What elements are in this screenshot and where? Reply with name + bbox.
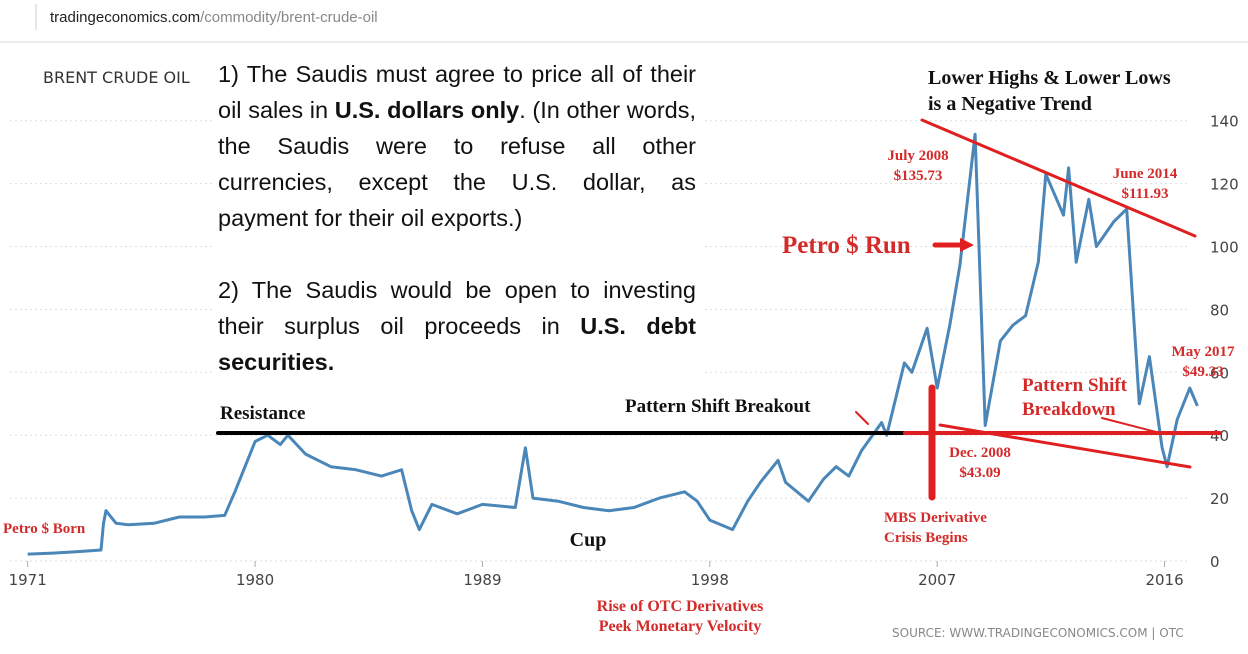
note-text: 2) The Saudis would be open to investing…	[218, 277, 696, 339]
annotation: June 2014	[1113, 166, 1178, 182]
annotation: Pattern Shift Breakout	[625, 396, 811, 417]
note-text: U.S. dollars only	[334, 97, 520, 123]
annotation: July 2008	[887, 148, 948, 164]
drawing-overlay	[216, 118, 1222, 501]
x-tick-label: 1980	[236, 571, 274, 589]
annotation: $49.33	[1182, 364, 1223, 380]
url[interactable]: tradingeconomics.com/commodity/brent-cru…	[50, 9, 378, 26]
note-text: U.S. debt securities.	[218, 313, 696, 375]
source: SOURCE: WWW.TRADINGECONOMICS.COM | OTC	[892, 626, 1184, 640]
x-tick-label: 1971	[9, 571, 47, 589]
address-bar	[0, 0, 1248, 42]
breakout-pointer	[855, 411, 869, 425]
note-text: 1) The Saudis must agree to price all of…	[218, 61, 696, 123]
y-tick-label: 140	[1210, 113, 1239, 131]
note-box: 1) The Saudis must agree to price all of…	[212, 52, 702, 390]
y-tick-label: 0	[1210, 553, 1220, 571]
annotation: is a Negative Trend	[928, 93, 1092, 115]
trend-line-bottom	[938, 423, 1192, 469]
url-path: /commodity/brent-crude-oil	[200, 9, 378, 26]
petro-run-arrowhead	[960, 238, 974, 252]
note-paragraph: 1) The Saudis must agree to price all of…	[218, 56, 696, 236]
annotation: MBS Derivative	[884, 510, 987, 526]
annotation: Lower Highs & Lower Lows	[928, 67, 1171, 89]
y-tick-label: 80	[1210, 301, 1229, 319]
annotation: Crisis Begins	[884, 530, 968, 546]
annotation: Petro $ Run	[782, 232, 911, 259]
y-tick-label: 20	[1210, 490, 1229, 508]
annotation: Dec. 2008	[949, 445, 1011, 461]
x-tick-label: 2007	[918, 571, 956, 589]
plot	[27, 132, 1199, 556]
note-paragraph: 2) The Saudis would be open to investing…	[218, 272, 696, 380]
url-host: tradingeconomics.com	[50, 9, 200, 26]
annotation: Cup	[570, 529, 607, 551]
y-tick-label: 120	[1210, 176, 1239, 194]
annotation: Rise of OTC Derivatives	[597, 598, 764, 615]
annotation: Resistance	[220, 403, 305, 424]
annotation: Petro $ Born	[3, 521, 86, 537]
breakdown-pointer	[1101, 417, 1161, 434]
y-tick-label: 100	[1210, 239, 1239, 257]
price-line	[27, 132, 1199, 556]
annotation: May 2017	[1172, 344, 1235, 360]
annotations: Petro $ Born Rise of OTC Derivatives Peek …	[3, 67, 1235, 635]
annotation: $111.93	[1121, 186, 1168, 202]
y-tick-label: 60	[1210, 364, 1229, 382]
note-text: . (In other words, the Saudis were to re…	[218, 97, 697, 231]
x-tick-label: 2016	[1145, 571, 1183, 589]
y-tick-label: 40	[1210, 427, 1229, 445]
x-tick-label: 1998	[691, 571, 729, 589]
annotation: $43.09	[959, 465, 1000, 481]
chart-title: BRENT CRUDE OIL	[43, 68, 190, 87]
x-tick-label: 1989	[463, 571, 501, 589]
annotation: Breakdown	[1022, 399, 1116, 420]
annotation: Pattern Shift	[1022, 375, 1128, 396]
annotation: $135.73	[894, 168, 943, 184]
annotation: Peek Monetary Velocity	[599, 618, 762, 635]
trend-line-top	[920, 118, 1197, 238]
